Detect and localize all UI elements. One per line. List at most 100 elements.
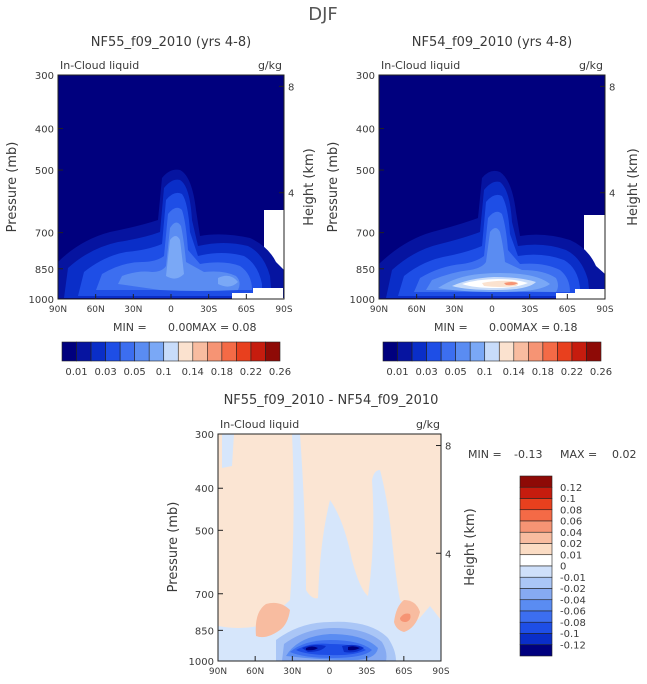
panel-1-ylabel: Pressure (mb)	[5, 142, 20, 233]
panel-2-min-label: MIN =	[434, 321, 468, 334]
colorbar-swatch	[163, 341, 179, 362]
x-tick-label: 30S	[521, 305, 538, 315]
y-tick-label: 400	[195, 484, 214, 495]
panel-2-ylabel-right: Height (km)	[626, 148, 641, 225]
panel-2-max-value: 0.18	[553, 321, 578, 334]
y-tick-label: 1000	[29, 295, 54, 306]
colorbar-label: 0.18	[532, 367, 554, 378]
colorbar-label: -0.04	[560, 595, 586, 606]
panel-difference: NF55_f09_2010 - NF54_f09_2010 In-Cloud l…	[166, 393, 637, 677]
panel-3-max-label: MAX =	[560, 448, 597, 461]
panel-1-min-label: MIN =	[113, 321, 147, 334]
panel-3-min-value: -0.13	[514, 448, 542, 461]
panel-2-title: NF54_f09_2010 (yrs 4-8)	[412, 35, 572, 50]
colorbar-label: -0.01	[560, 573, 586, 584]
y-tick-label: 300	[356, 71, 375, 82]
colorbar-swatch	[484, 341, 500, 362]
colorbar-swatch	[519, 610, 553, 623]
panel-2-min-value: 0.00	[489, 321, 514, 334]
colorbar-swatch	[519, 554, 553, 567]
colorbar-swatch	[519, 576, 553, 589]
x-tick-label: 0	[327, 667, 333, 677]
x-tick-label: 90S	[275, 305, 292, 315]
panel-2-max-label: MAX =	[513, 321, 550, 334]
colorbar-swatch	[519, 633, 553, 646]
colorbar-swatch	[586, 341, 602, 362]
colorbar-swatch	[542, 341, 558, 362]
x-tick-label: 30N	[283, 667, 301, 677]
colorbar-swatch	[148, 341, 165, 362]
x-tick-label: 60N	[87, 305, 105, 315]
colorbar-swatch	[397, 341, 413, 362]
y-tick-label: 500	[356, 166, 375, 177]
x-tick-label: 30S	[200, 305, 217, 315]
y-tick-label: 500	[195, 526, 214, 537]
y-tick-label: 1000	[350, 295, 375, 306]
height-tick-label: 8	[609, 82, 615, 93]
colorbar-swatch	[519, 621, 553, 634]
colorbar-swatch	[519, 520, 553, 533]
colorbar-swatch	[498, 341, 515, 362]
panel-1-title: NF55_f09_2010 (yrs 4-8)	[91, 35, 251, 50]
colorbar-label: 0.01	[560, 550, 582, 561]
panel-2-subtitle-variable: In-Cloud liquid	[381, 59, 460, 72]
colorbar-swatch	[519, 475, 553, 488]
x-tick-label: 60S	[395, 667, 412, 677]
colorbar-swatch	[177, 341, 194, 362]
y-tick-label: 700	[195, 590, 214, 601]
colorbar-label: 0.18	[211, 367, 233, 378]
colorbar-swatch	[557, 341, 573, 362]
panel-1-y-ticks: 300 400 500 700 850 1000	[29, 71, 63, 306]
x-tick-label: 30N	[445, 305, 463, 315]
colorbar-swatch	[519, 486, 553, 499]
colorbar-swatch	[519, 644, 553, 657]
colorbar-label: -0.02	[560, 584, 586, 595]
colorbar-swatch	[105, 341, 121, 362]
colorbar-swatch	[76, 341, 92, 362]
panel-2-colorbar-labels: 0.01 0.03 0.05 0.1 0.14 0.18 0.22 0.26	[386, 367, 612, 378]
x-tick-label: 60N	[408, 305, 426, 315]
y-tick-label: 300	[195, 430, 214, 441]
panel-1-height-ticks: 84	[279, 82, 294, 200]
colorbar-label: 0.26	[590, 367, 612, 378]
x-tick-label: 90N	[370, 305, 388, 315]
colorbar-swatch	[250, 341, 266, 362]
colorbar-swatch	[236, 341, 252, 362]
height-tick-label: 4	[288, 189, 294, 200]
colorbar-swatch	[519, 588, 553, 601]
panel-1-subtitle-units: g/kg	[258, 59, 282, 72]
colorbar-swatch	[90, 341, 106, 362]
figure-title: DJF	[308, 4, 338, 25]
panel-nf55: NF55_f09_2010 (yrs 4-8) In-Cloud liquid …	[5, 35, 317, 378]
colorbar-label: 0.26	[269, 367, 291, 378]
panel-1-colorbar-labels: 0.01 0.03 0.05 0.1 0.14 0.18 0.22 0.26	[65, 367, 291, 378]
colorbar-swatch	[207, 341, 223, 362]
colorbar-swatch	[513, 341, 529, 362]
height-tick-label: 4	[609, 189, 615, 200]
colorbar-swatch	[265, 341, 281, 362]
colorbar-label: 0.01	[65, 367, 87, 378]
y-tick-label: 850	[35, 265, 54, 276]
colorbar-label: 0.05	[445, 367, 467, 378]
y-tick-label: 700	[35, 229, 54, 240]
y-tick-label: 850	[356, 265, 375, 276]
panel-2-contour-field	[379, 75, 605, 299]
panel-1-subtitle-variable: In-Cloud liquid	[60, 59, 139, 72]
colorbar-swatch	[571, 341, 587, 362]
colorbar-swatch	[519, 565, 553, 578]
colorbar-swatch	[382, 341, 398, 362]
colorbar-label: 0.08	[560, 505, 582, 516]
colorbar-label: 0.06	[560, 517, 582, 528]
colorbar-swatch	[192, 341, 208, 362]
panel-3-ylabel: Pressure (mb)	[166, 502, 181, 593]
colorbar-swatch	[455, 341, 471, 362]
colorbar-swatch	[61, 341, 77, 362]
panel-3-x-ticks: 90N 60N 30N 0 30S 60S 90S	[209, 656, 450, 677]
colorbar-swatch	[411, 341, 427, 362]
panel-1-min-value: 0.00	[168, 321, 193, 334]
x-tick-label: 60S	[238, 305, 255, 315]
colorbar-label: 0.14	[182, 367, 204, 378]
x-tick-label: 90N	[49, 305, 67, 315]
panel-2-subtitle-units: g/kg	[579, 59, 603, 72]
